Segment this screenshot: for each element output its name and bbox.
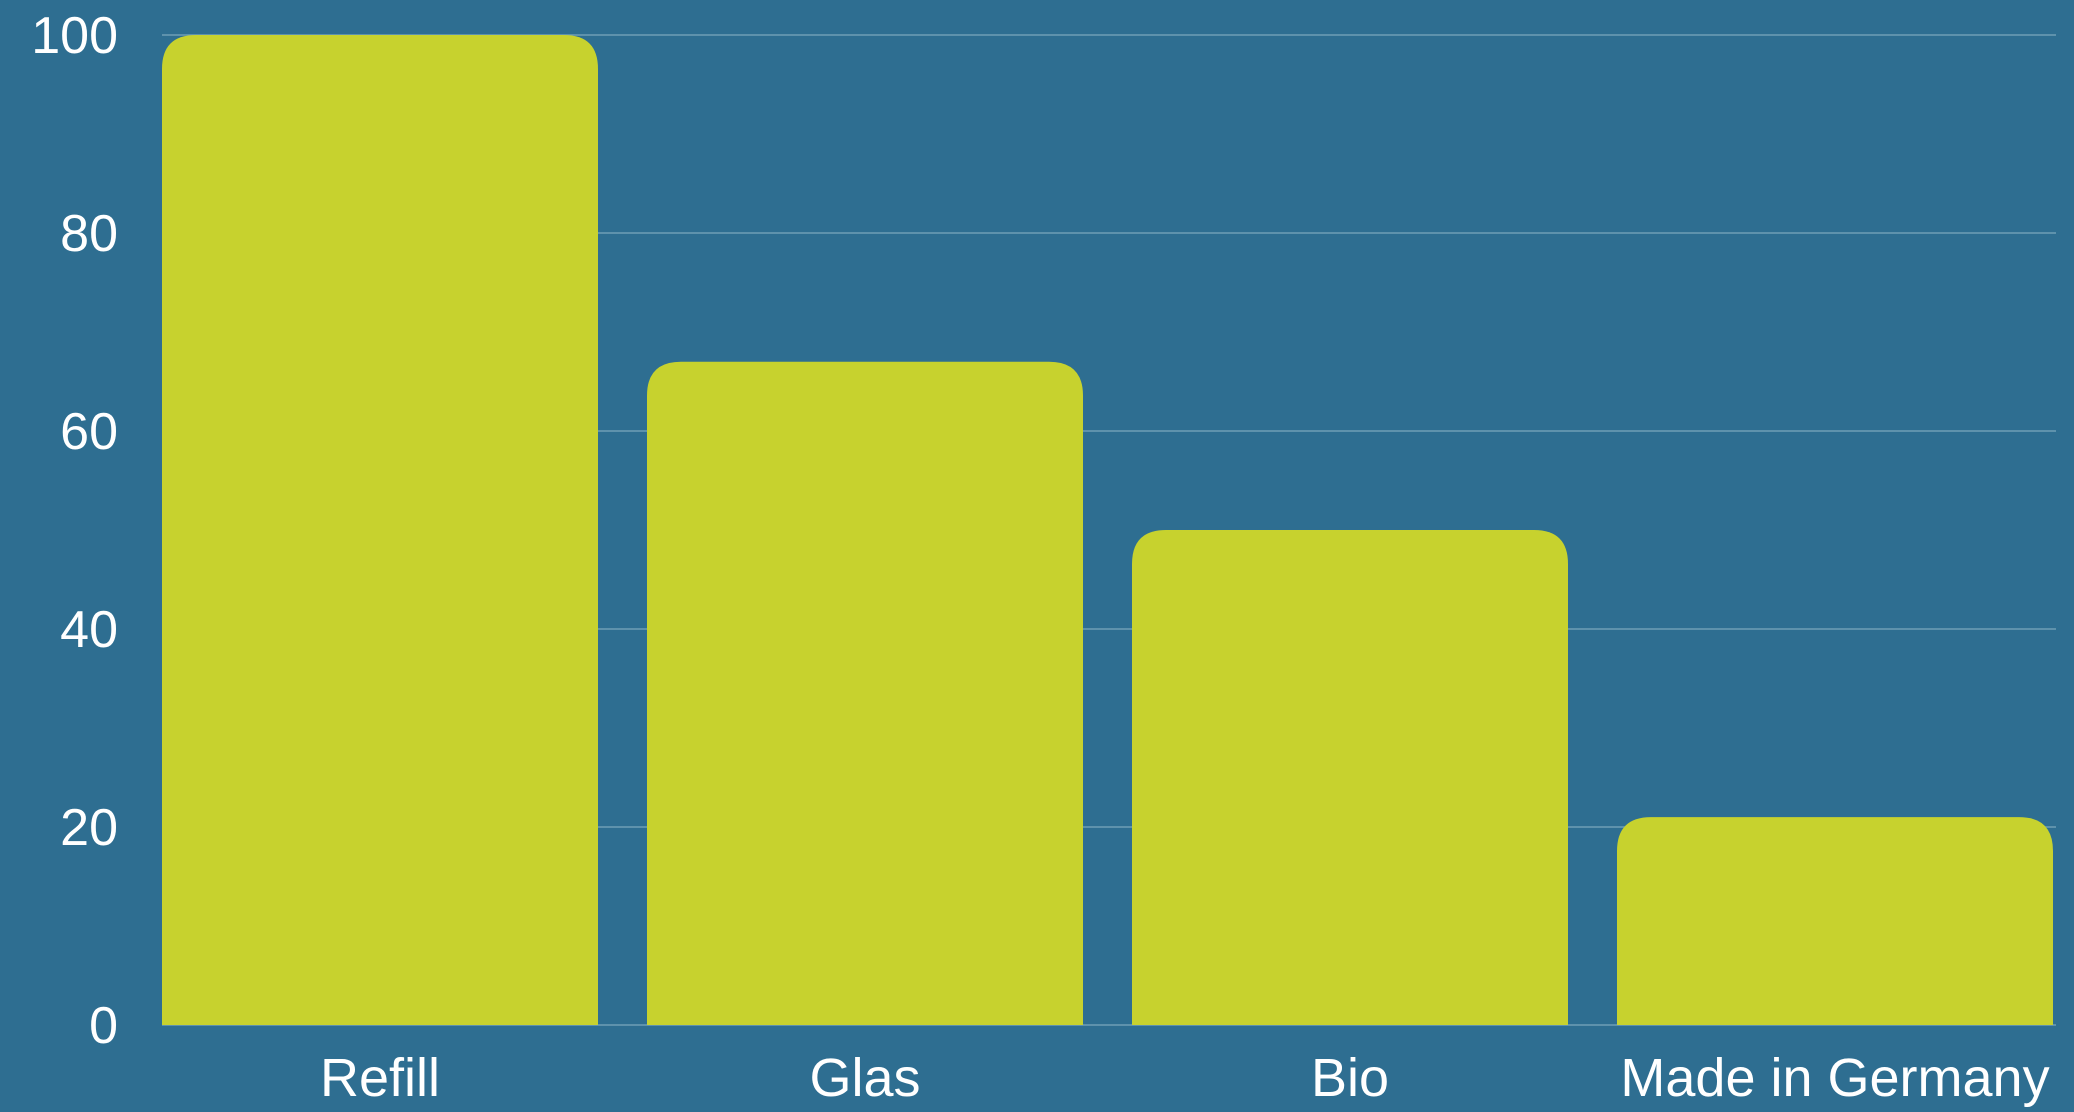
bar-made-in-germany bbox=[1617, 817, 2053, 1025]
bar-bio bbox=[1132, 530, 1568, 1025]
y-axis-ticks: 0 20 40 60 80 100 bbox=[31, 7, 118, 1055]
x-axis-ticks: Refill Glas Bio Made in Germany bbox=[320, 1048, 2050, 1108]
y-tick-label: 40 bbox=[60, 601, 118, 659]
x-tick-label: Made in Germany bbox=[1620, 1048, 2049, 1107]
x-tick-label: Refill bbox=[320, 1048, 440, 1107]
y-tick-label: 0 bbox=[89, 997, 118, 1055]
y-tick-label: 80 bbox=[60, 205, 118, 263]
bar-glas bbox=[647, 361, 1083, 1025]
y-tick-label: 60 bbox=[60, 403, 118, 461]
x-tick-label: Glas bbox=[809, 1048, 920, 1107]
x-tick-label: Bio bbox=[1311, 1048, 1389, 1107]
y-tick-label: 20 bbox=[60, 799, 118, 857]
bar-refill bbox=[162, 35, 598, 1025]
y-tick-label: 100 bbox=[31, 7, 118, 65]
bars bbox=[162, 35, 2053, 1025]
